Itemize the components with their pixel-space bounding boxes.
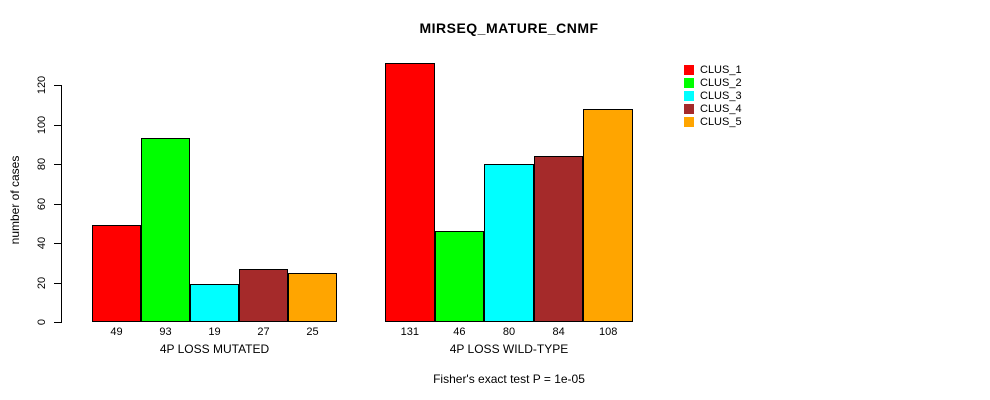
y-tick-label: 40: [36, 236, 48, 250]
bar-value-label: 84: [552, 326, 565, 338]
y-tick-label: 20: [36, 276, 48, 289]
y-tick-mark: [54, 164, 61, 165]
legend-color-swatch: [684, 65, 694, 76]
fisher-test-caption: Fisher's exact test P = 1e-05: [433, 372, 585, 386]
legend-item-label: CLUS_4: [700, 102, 742, 115]
bar: [484, 164, 534, 322]
bar-value-label: 93: [159, 326, 172, 338]
y-axis-label: number of cases: [8, 155, 22, 245]
bar: [385, 63, 435, 322]
bar: [190, 284, 239, 322]
legend-item: CLUS_3: [684, 90, 742, 103]
legend-color-swatch: [684, 116, 694, 127]
y-tick-mark: [54, 282, 61, 284]
y-tick-mark: [54, 203, 61, 205]
y-axis-line: [61, 85, 62, 323]
legend-item: CLUS_5: [684, 115, 742, 128]
bar-value-label: 19: [208, 326, 221, 338]
bar-value-label: 27: [257, 326, 270, 338]
legend-item-label: CLUS_2: [700, 77, 742, 90]
bar: [239, 268, 288, 322]
legend-item: CLUS_4: [684, 102, 742, 115]
bar-value-label: 46: [453, 326, 466, 338]
bar-value-label: 49: [110, 326, 123, 338]
legend-item-label: CLUS_5: [700, 115, 742, 128]
group-axis-label: 4P LOSS WILD-TYPE: [449, 342, 569, 356]
bar-value-label: 80: [502, 326, 516, 338]
bar-value-label: 131: [400, 326, 419, 338]
y-tick-label: 60: [36, 197, 48, 210]
legend-color-swatch: [684, 103, 694, 114]
legend-item: CLUS_2: [684, 77, 742, 90]
legend-item-label: CLUS_3: [700, 89, 742, 102]
y-tick-mark: [54, 243, 61, 244]
bar: [583, 108, 633, 322]
bar-value-label: 25: [306, 326, 319, 338]
y-tick-label: 120: [36, 75, 48, 95]
legend-color-swatch: [684, 90, 694, 101]
chart-title: MIRSEQ_MATURE_CNMF: [419, 20, 599, 36]
y-tick-label: 80: [36, 157, 48, 171]
bar: [92, 225, 141, 322]
y-tick-mark: [54, 85, 61, 86]
legend-item-label: CLUS_1: [700, 64, 742, 77]
y-tick-mark: [54, 322, 61, 323]
y-tick-label: 0: [36, 318, 48, 326]
group-axis-label: 4P LOSS MUTATED: [159, 342, 270, 356]
bar: [533, 156, 584, 322]
legend: CLUS_1 CLUS_2 CLUS_3 CLUS_4 CLUS_5: [684, 64, 742, 128]
y-tick-mark: [54, 124, 61, 126]
bar: [141, 138, 190, 322]
bar: [434, 231, 485, 322]
legend-color-swatch: [684, 78, 694, 89]
y-tick-label: 100: [36, 115, 48, 134]
bar-value-label: 108: [599, 326, 618, 338]
legend-item: CLUS_1: [684, 64, 742, 77]
bar: [288, 272, 337, 322]
